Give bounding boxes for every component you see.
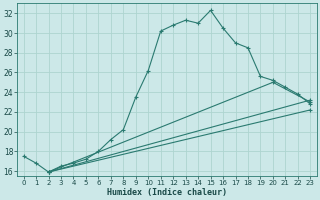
X-axis label: Humidex (Indice chaleur): Humidex (Indice chaleur): [107, 188, 227, 197]
